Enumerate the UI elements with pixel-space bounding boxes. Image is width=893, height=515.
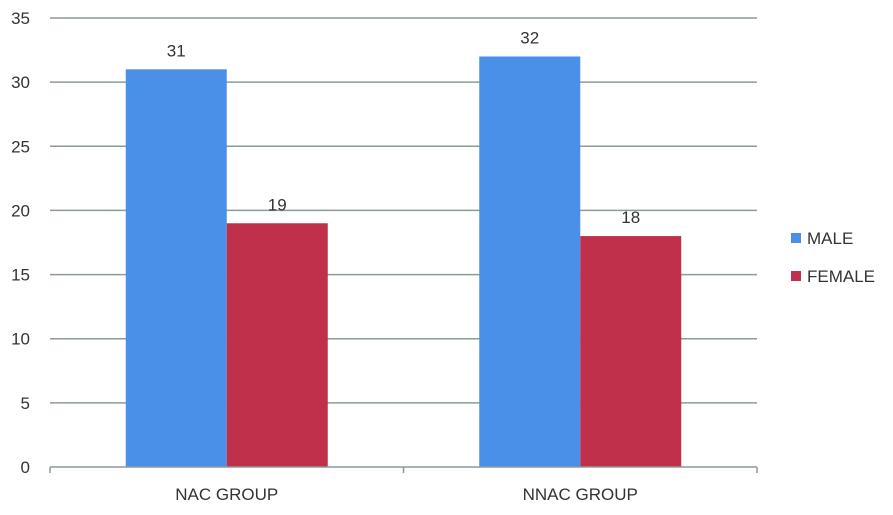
y-tick-label: 5 <box>21 394 30 413</box>
data-label: 18 <box>621 208 640 227</box>
y-tick-label: 25 <box>11 137 30 156</box>
legend-swatch-male <box>791 233 801 243</box>
legend-label: MALE <box>807 229 853 248</box>
bar-female-2 <box>580 236 682 467</box>
bars <box>125 56 682 468</box>
data-label: 32 <box>520 28 539 47</box>
y-tick-label: 10 <box>11 330 30 349</box>
data-label: 19 <box>268 195 287 214</box>
y-tick-label: 35 <box>11 9 30 28</box>
x-category-label: NNAC GROUP <box>523 485 638 504</box>
bar-female-1 <box>226 223 328 467</box>
data-labels: 31 19 32 18 <box>167 28 640 227</box>
x-axis: NAC GROUP NNAC GROUP <box>49 466 758 504</box>
bar-male-1 <box>125 69 227 468</box>
y-tick-label: 15 <box>11 266 30 285</box>
y-tick-label: 30 <box>11 73 30 92</box>
y-axis-ticks: 0 5 10 15 20 25 30 35 <box>11 9 30 477</box>
legend: MALE FEMALE <box>791 229 875 286</box>
legend-label: FEMALE <box>807 267 875 286</box>
bar-male-2 <box>479 56 581 467</box>
x-category-label: NAC GROUP <box>175 485 278 504</box>
y-tick-label: 20 <box>11 201 30 220</box>
data-label: 31 <box>167 41 186 60</box>
legend-swatch-female <box>791 271 801 281</box>
y-tick-label: 0 <box>21 458 30 477</box>
